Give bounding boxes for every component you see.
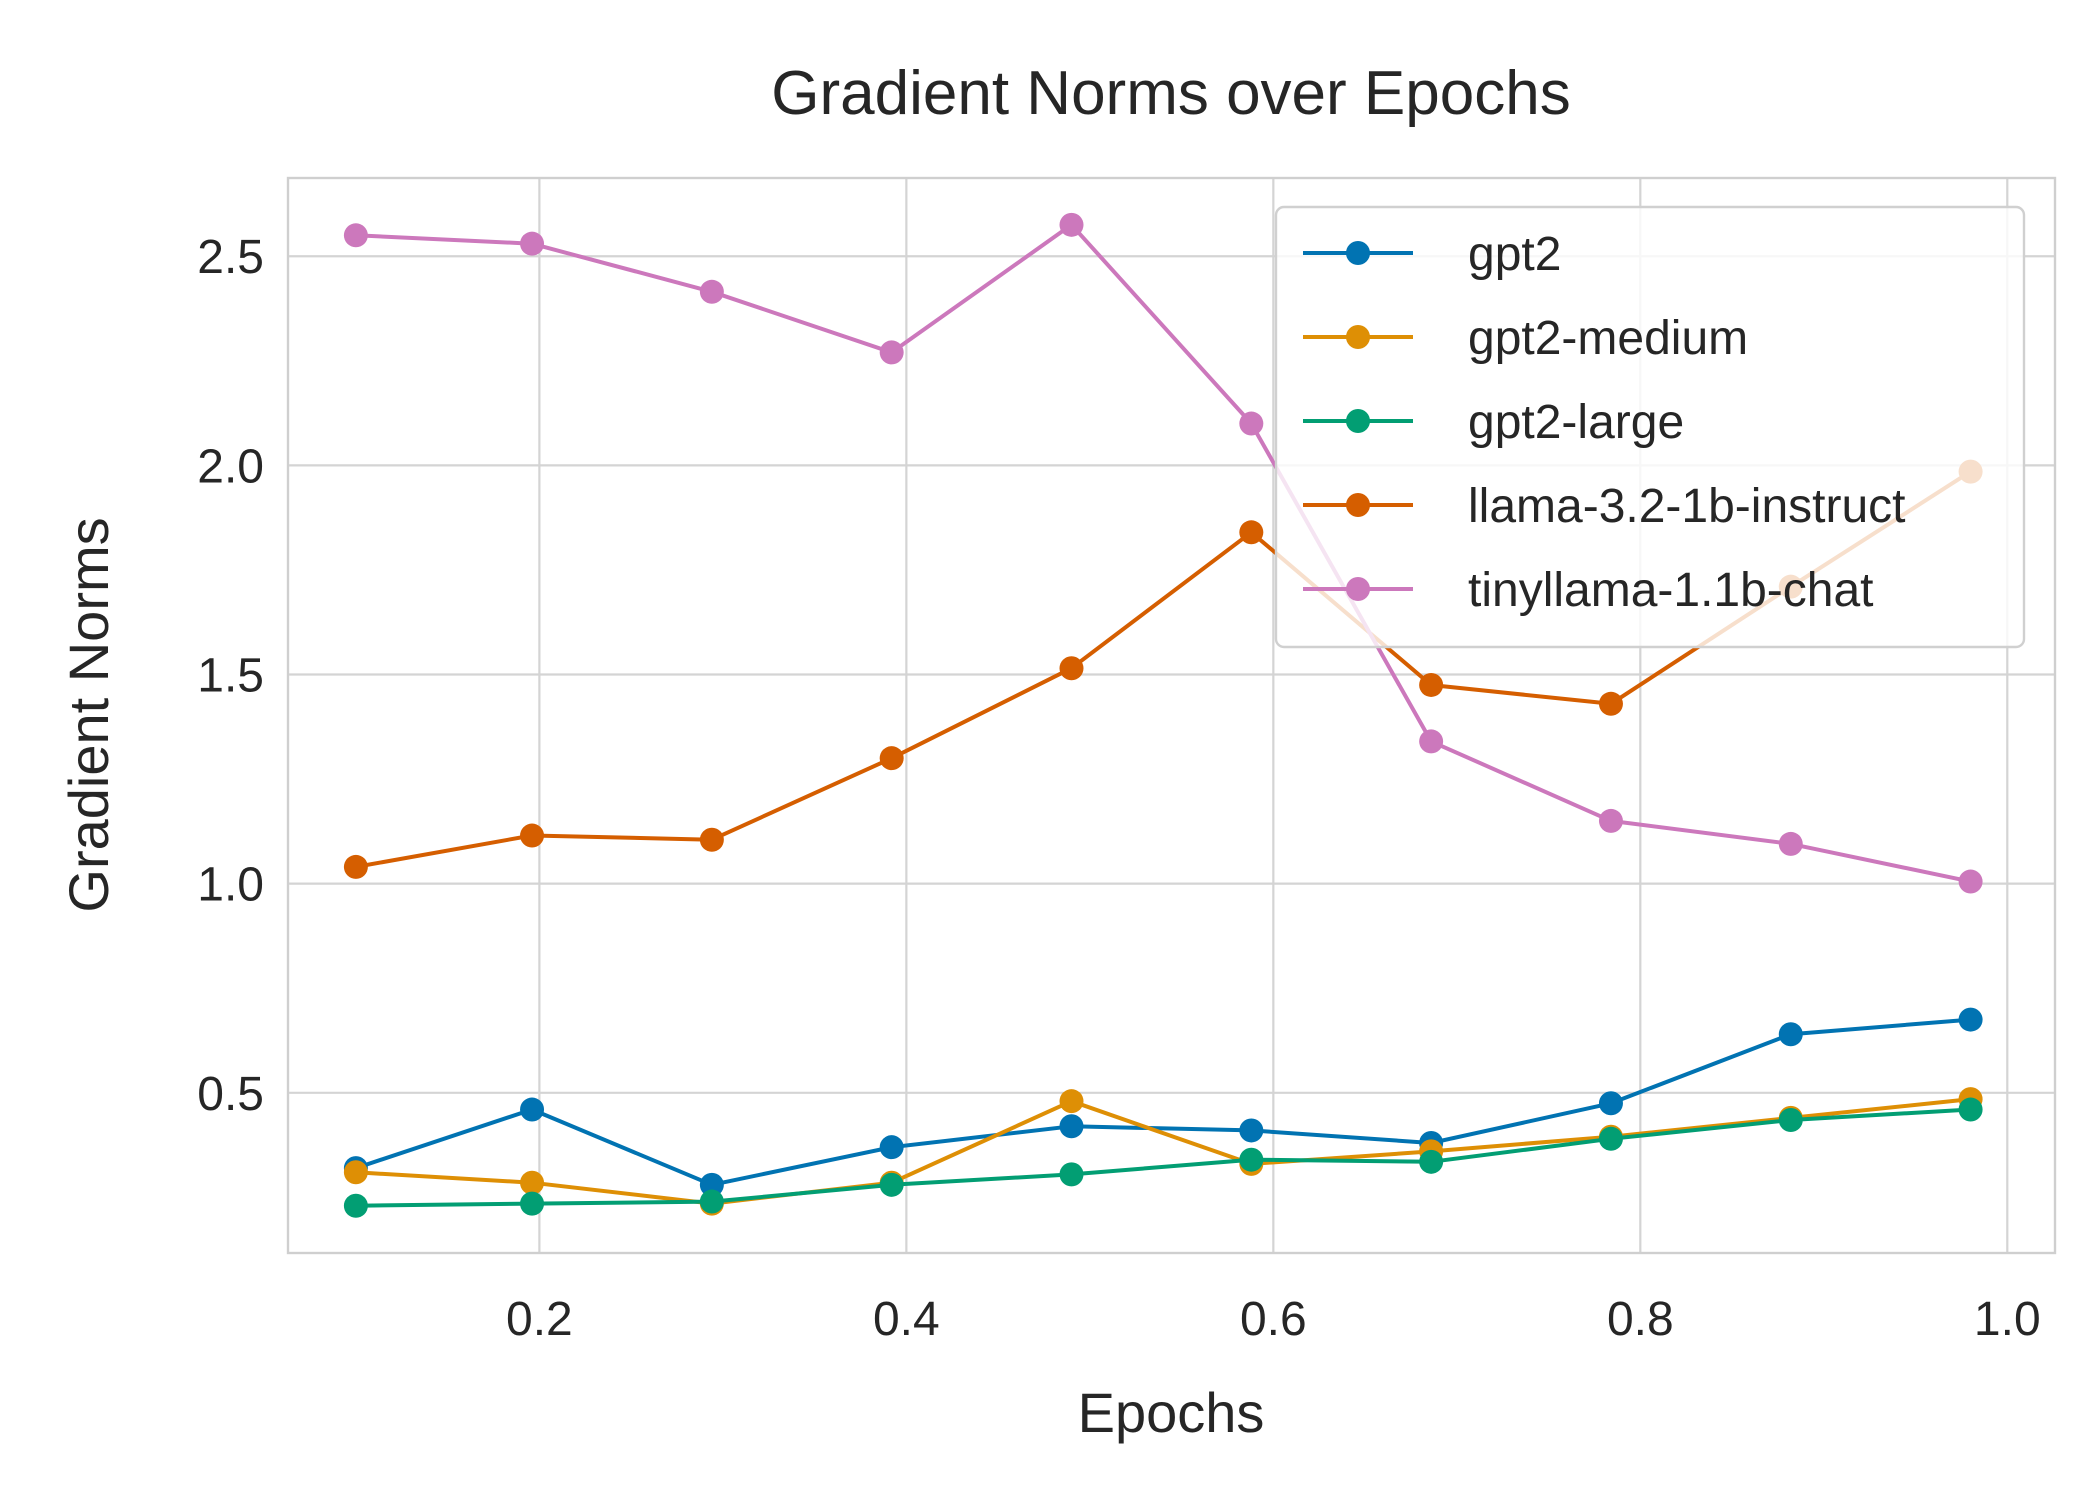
axis-ticks: 0.2 0.4 0.6 0.8 1.0 0.5 1.0 1.5 2.0 2.5: [197, 231, 2040, 1346]
data-point: [1239, 1118, 1264, 1143]
data-point: [879, 340, 904, 365]
data-point: [1059, 1089, 1084, 1114]
legend-label: tinyllama-1.1b-chat: [1468, 564, 1874, 617]
series-line: [355, 1107, 1971, 1208]
data-point: [343, 1193, 368, 1218]
legend-marker: [1346, 241, 1370, 265]
data-point: [343, 854, 368, 879]
data-point: [520, 1191, 545, 1216]
legend-marker: [1346, 409, 1370, 433]
series-gpt2-large: [343, 1097, 1983, 1218]
series-tinyllama-1.1b-chat: [343, 212, 1983, 894]
x-axis-label: Epochs: [1078, 1381, 1265, 1444]
legend-entry: gpt2-large: [1303, 396, 1684, 449]
x-tick-label: 0.4: [873, 1293, 940, 1346]
data-point: [1419, 672, 1444, 697]
data-point: [1778, 1022, 1803, 1047]
legend: gpt2 gpt2-medium gpt2-large llama-3.2-1b-in…: [1274, 205, 2026, 649]
data-point: [343, 223, 368, 248]
x-tick-label: 0.2: [506, 1293, 573, 1346]
data-point: [1598, 691, 1623, 716]
data-point: [1059, 1114, 1084, 1139]
legend-marker: [1346, 325, 1370, 349]
legend-entry: gpt2-medium: [1303, 312, 1748, 365]
y-tick-label: 1.0: [197, 859, 264, 912]
data-point: [1598, 808, 1623, 833]
legend-entry: llama-3.2-1b-instruct: [1303, 480, 1905, 533]
legend-label: gpt2-large: [1468, 396, 1684, 449]
y-tick-label: 2.5: [197, 231, 264, 284]
data-point: [1419, 729, 1444, 754]
series-lines: [343, 212, 1983, 1218]
plot-frame: [286, 176, 2057, 1255]
series-line: [355, 1017, 1971, 1187]
data-point: [879, 746, 904, 771]
legend-marker: [1346, 577, 1370, 601]
data-point: [1239, 1147, 1264, 1172]
series-gpt2-medium: [343, 1087, 1983, 1216]
data-point: [1958, 869, 1983, 894]
data-point: [1059, 656, 1084, 681]
y-axis-label: Gradient Norms: [57, 517, 120, 912]
data-point: [1778, 1107, 1803, 1132]
legend-entry: tinyllama-1.1b-chat: [1303, 564, 1874, 617]
data-point: [1239, 520, 1264, 545]
legend-label: gpt2: [1468, 228, 1561, 281]
series-line: [355, 1097, 1971, 1206]
data-point: [699, 279, 724, 304]
data-point: [1059, 212, 1084, 237]
x-tick-label: 0.8: [1607, 1293, 1674, 1346]
y-tick-label: 2.0: [197, 440, 264, 493]
legend-marker: [1346, 493, 1370, 517]
data-point: [1598, 1091, 1623, 1116]
data-point: [699, 1172, 724, 1197]
data-point: [520, 823, 545, 848]
legend-label: gpt2-medium: [1468, 312, 1748, 365]
series-line: [355, 222, 1972, 884]
data-point: [1059, 1162, 1084, 1187]
chart-title: Gradient Norms over Epochs: [771, 59, 1570, 128]
data-point: [343, 1160, 368, 1185]
x-tick-label: 0.6: [1240, 1293, 1307, 1346]
y-tick-label: 0.5: [197, 1068, 264, 1121]
legend-box: [1274, 205, 2026, 649]
data-point: [699, 1189, 724, 1214]
data-point: [699, 827, 724, 852]
data-point: [1598, 1126, 1623, 1151]
legend-entry: gpt2: [1303, 228, 1561, 281]
y-tick-label: 1.5: [197, 650, 264, 703]
data-point: [520, 1170, 545, 1195]
data-point: [1419, 1149, 1444, 1174]
data-point: [520, 1097, 545, 1122]
data-point: [520, 231, 545, 256]
data-point: [1239, 411, 1264, 436]
data-point: [1958, 1097, 1983, 1122]
data-point: [879, 1172, 904, 1197]
data-point: [1778, 831, 1803, 856]
legend-label: llama-3.2-1b-instruct: [1468, 480, 1905, 533]
data-point: [879, 1135, 904, 1160]
x-tick-label: 1.0: [1974, 1293, 2041, 1346]
data-point: [1958, 1007, 1983, 1032]
